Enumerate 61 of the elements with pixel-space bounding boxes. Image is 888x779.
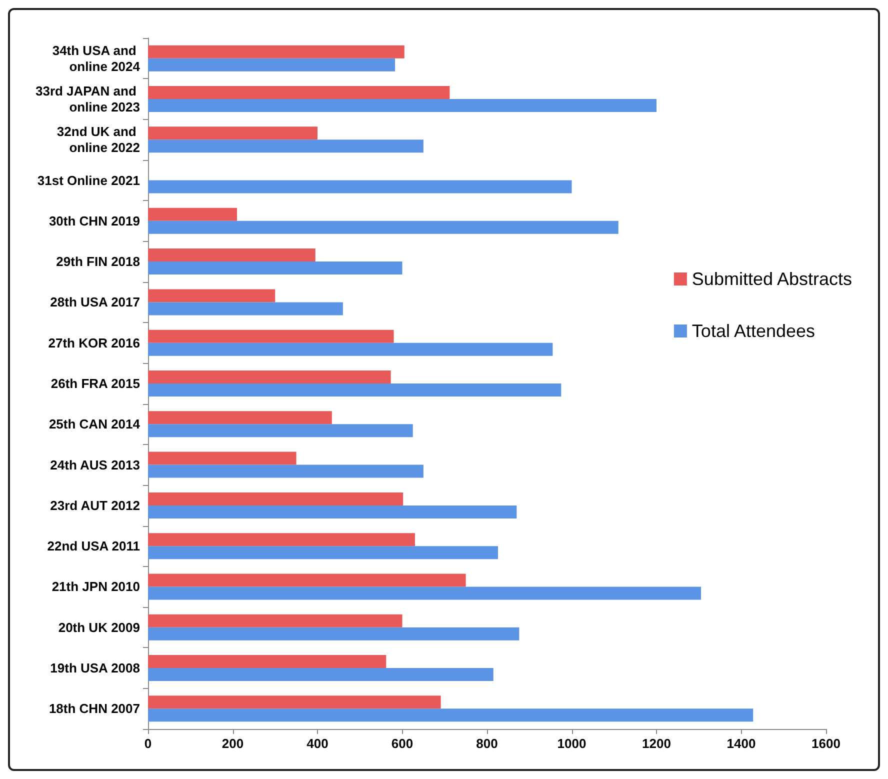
bar	[148, 411, 332, 424]
y-tick-label: 28th USA 2017	[50, 294, 140, 310]
x-tick-label: 800	[476, 736, 498, 751]
bar	[148, 248, 316, 262]
y-tick-label: 21th JPN 2010	[52, 579, 140, 594]
bar	[148, 330, 394, 343]
x-tick-label: 600	[391, 736, 414, 751]
bar	[148, 668, 494, 682]
x-tick-label: 1000	[557, 736, 586, 751]
bar	[148, 262, 402, 275]
legend-label: Submitted Abstracts	[692, 269, 852, 289]
x-tick-label: 400	[306, 736, 328, 751]
bar	[148, 180, 572, 194]
y-tick-label: 24th AUS 2013	[50, 457, 140, 472]
bar	[148, 614, 402, 628]
bar	[148, 452, 296, 465]
bar	[148, 208, 237, 221]
bar	[148, 546, 498, 560]
y-tick-label: 30th CHN 2019	[48, 213, 140, 228]
y-tick-label: 20th UK 2009	[58, 620, 140, 635]
y-tick-label: 19th USA 2008	[50, 660, 140, 676]
bar	[148, 464, 424, 478]
bar	[148, 126, 318, 140]
bar	[148, 58, 396, 72]
bar	[148, 220, 618, 234]
bar	[148, 302, 343, 316]
bar	[148, 86, 450, 99]
bar	[148, 370, 391, 384]
bar	[148, 98, 656, 112]
bar	[148, 627, 520, 640]
bar	[148, 696, 441, 709]
y-tick-label: 34th USA and online 2024	[52, 42, 141, 74]
x-tick-label: 200	[222, 736, 244, 751]
bar	[148, 533, 415, 546]
x-tick-label: 0	[144, 736, 152, 751]
bar	[148, 505, 517, 518]
x-tick-label: 1600	[812, 736, 840, 751]
y-tick-label: 33rd JAPAN and online 2023	[35, 83, 140, 114]
bar	[148, 655, 386, 668]
bar	[148, 574, 466, 587]
y-tick-label: 26th FRA 2015	[50, 376, 140, 391]
y-tick-label: 25th CAN 2014	[48, 416, 141, 432]
y-tick-label: 27th KOR 2016	[48, 335, 140, 350]
y-tick-label: 23rd AUT 2012	[50, 498, 140, 513]
y-tick-label: 22nd USA 2011	[47, 538, 140, 554]
x-tick-label: 1400	[726, 736, 756, 751]
x-tick-label: 1200	[642, 736, 671, 751]
bar	[148, 424, 413, 438]
bar	[148, 586, 701, 600]
bar	[148, 708, 754, 722]
y-tick-label: 29th FIN 2018	[56, 254, 140, 270]
y-tick-label: 31st Online 2021	[37, 172, 140, 188]
y-tick-label: 18th CHN 2007	[48, 701, 140, 716]
legend-label: Total Attendees	[692, 321, 816, 341]
y-tick-label: 32nd UK and online 2022	[56, 124, 140, 156]
bar	[148, 140, 424, 153]
bar	[148, 384, 562, 396]
bar	[148, 342, 553, 356]
bar	[148, 289, 276, 302]
bar	[148, 492, 404, 506]
bar	[148, 45, 404, 58]
